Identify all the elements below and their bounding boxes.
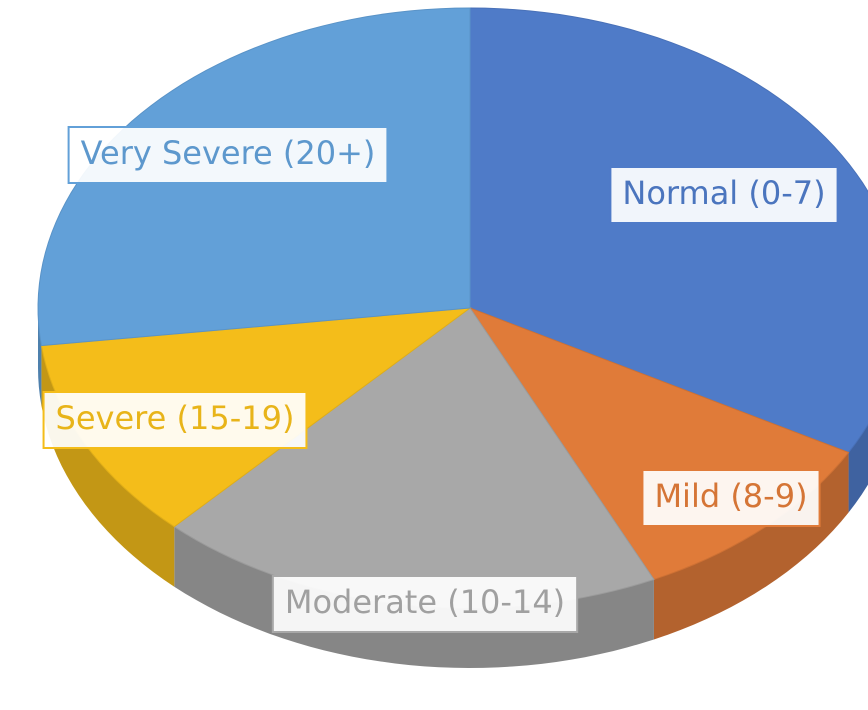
slice-side bbox=[41, 345, 175, 587]
slice-side bbox=[38, 308, 42, 406]
slice-side bbox=[653, 452, 849, 640]
label-box bbox=[271, 575, 579, 633]
label-text: Very Severe (20+) bbox=[81, 134, 376, 172]
label-text: Moderate (10-14) bbox=[285, 583, 565, 621]
data-label: Mild (8-9) bbox=[641, 469, 821, 527]
label-box bbox=[641, 469, 821, 527]
label-box bbox=[67, 126, 389, 184]
label-box bbox=[42, 391, 308, 449]
slice bbox=[469, 7, 868, 454]
label-text: Mild (8-9) bbox=[654, 477, 807, 515]
data-label: Normal (0-7) bbox=[609, 166, 839, 224]
label-text: Normal (0-7) bbox=[622, 174, 825, 212]
data-label: Severe (15-19) bbox=[42, 391, 308, 449]
data-label: Moderate (10-14) bbox=[271, 575, 579, 633]
label-text: Severe (15-19) bbox=[56, 399, 295, 437]
data-label: Very Severe (20+) bbox=[67, 126, 389, 184]
label-box bbox=[609, 166, 839, 224]
